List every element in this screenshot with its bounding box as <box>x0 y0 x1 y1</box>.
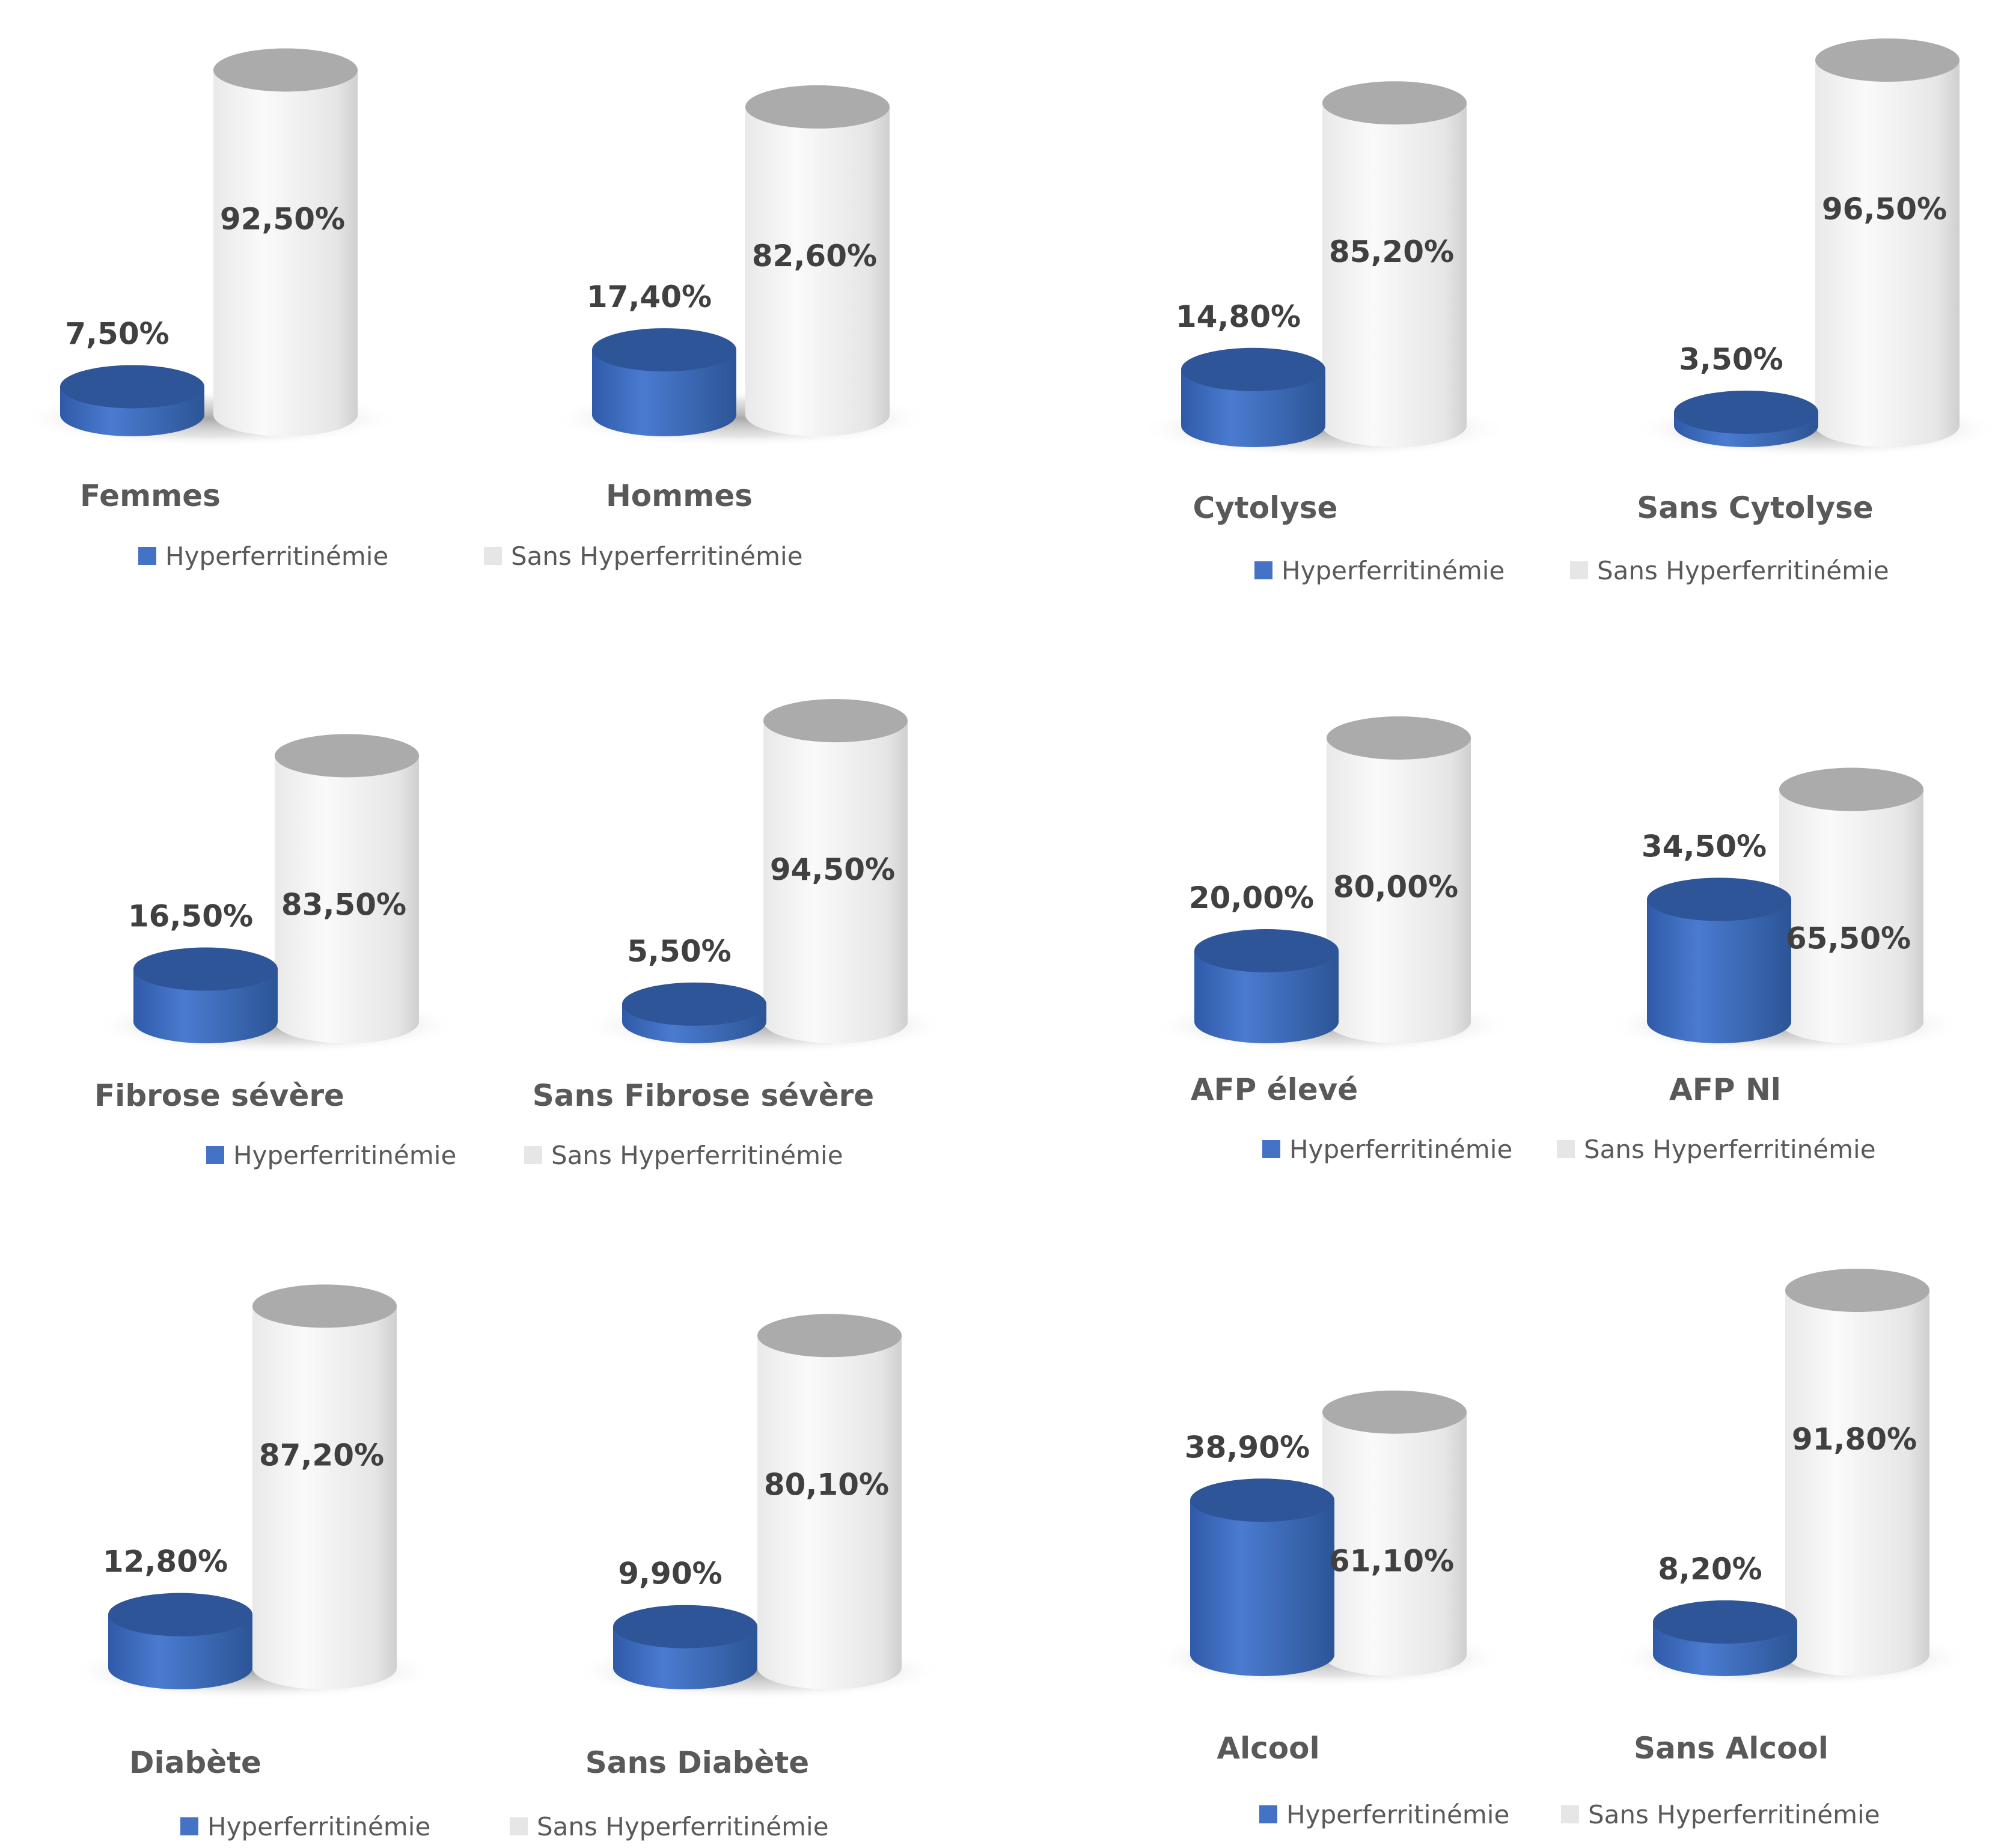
value-label-sans-hyperferritinemie: 82,60% <box>752 239 877 273</box>
category-label: AFP élevé <box>1191 1072 1358 1107</box>
legend: Hyperferritinémie Sans Hyperferritinémie <box>1254 556 1889 585</box>
legend-swatch-sans-hyperferritinemie <box>524 1146 542 1164</box>
bar-sans-hyperferritinemie <box>757 1314 902 1689</box>
category-label: Sans Diabète <box>585 1745 809 1780</box>
category-label: Sans Fibrose sévère <box>533 1078 874 1113</box>
chart-panel-3: 16,50% 83,50% Fibrose sévère 5,50% 94,50% San… <box>91 699 950 1170</box>
value-label-sans-hyperferritinemie: 96,50% <box>1822 192 1947 227</box>
bar-hyperferritinemie <box>133 947 278 1043</box>
legend-label-hyperferritinemie: Hyperferritinémie <box>165 541 388 571</box>
bar-hyperferritinemie <box>1190 1478 1334 1676</box>
legend-label-sans-hyperferritinemie: Sans Hyperferritinémie <box>551 1141 843 1170</box>
legend: Hyperferritinémie Sans Hyperferritinémie <box>180 1812 829 1841</box>
legend-swatch-sans-hyperferritinemie <box>1570 561 1588 579</box>
legend-label-sans-hyperferritinemie: Sans Hyperferritinémie <box>1584 1135 1876 1164</box>
legend-label-hyperferritinemie: Hyperferritinémie <box>1286 1800 1509 1829</box>
legend-label-sans-hyperferritinemie: Sans Hyperferritinémie <box>1597 556 1889 585</box>
bar-sans-hyperferritinemie <box>1327 716 1471 1043</box>
category-label: Cytolyse <box>1193 490 1338 525</box>
value-label-hyperferritinemie: 12,80% <box>103 1545 228 1579</box>
legend-swatch-sans-hyperferritinemie <box>510 1817 528 1835</box>
bar-sans-hyperferritinemie <box>1322 81 1467 448</box>
legend-swatch-sans-hyperferritinemie <box>1561 1805 1579 1823</box>
legend: Hyperferritinémie Sans Hyperferritinémie <box>1262 1135 1876 1164</box>
value-label-sans-hyperferritinemie: 80,00% <box>1333 870 1458 904</box>
bar-hyperferritinemie <box>1653 1600 1797 1676</box>
legend-label-sans-hyperferritinemie: Sans Hyperferritinémie <box>1588 1800 1880 1829</box>
bar-hyperferritinemie <box>108 1593 252 1689</box>
value-label-hyperferritinemie: 38,90% <box>1185 1430 1310 1465</box>
value-label-sans-hyperferritinemie: 65,50% <box>1786 921 1911 956</box>
bar-sans-hyperferritinemie <box>745 85 890 436</box>
bar-hyperferritinemie <box>1647 877 1791 1043</box>
bar-sans-hyperferritinemie <box>763 699 908 1043</box>
bar-hyperferritinemie <box>622 982 766 1043</box>
value-label-hyperferritinemie: 17,40% <box>587 279 712 314</box>
legend-label-hyperferritinemie: Hyperferritinémie <box>1282 556 1505 585</box>
value-label-hyperferritinemie: 16,50% <box>128 899 253 934</box>
category-label: Femmes <box>80 478 221 513</box>
legend: Hyperferritinémie Sans Hyperferritinémie <box>206 1141 843 1170</box>
bar-sans-hyperferritinemie <box>213 48 358 436</box>
value-label-sans-hyperferritinemie: 83,50% <box>281 887 406 922</box>
bar-hyperferritinemie <box>1181 347 1325 447</box>
category-label: Fibrose sévère <box>94 1078 344 1113</box>
value-label-hyperferritinemie: 9,90% <box>618 1557 722 1591</box>
bar-sans-hyperferritinemie <box>1779 767 1923 1043</box>
category-label: Sans Alcool <box>1634 1731 1828 1766</box>
value-label-hyperferritinemie: 14,80% <box>1176 299 1301 334</box>
value-label-sans-hyperferritinemie: 61,10% <box>1329 1544 1454 1579</box>
bar-hyperferritinemie <box>1194 929 1339 1043</box>
value-label-sans-hyperferritinemie: 92,50% <box>220 202 345 237</box>
category-label: Hommes <box>606 478 753 513</box>
bar-sans-hyperferritinemie <box>252 1284 397 1689</box>
value-label-hyperferritinemie: 7,50% <box>65 317 169 352</box>
value-label-sans-hyperferritinemie: 80,10% <box>764 1467 889 1502</box>
value-label-hyperferritinemie: 3,50% <box>1679 342 1783 377</box>
value-label-sans-hyperferritinemie: 87,20% <box>259 1438 384 1472</box>
legend-swatch-hyperferritinemie <box>138 547 156 565</box>
legend-swatch-hyperferritinemie <box>206 1146 224 1164</box>
legend-label-hyperferritinemie: Hyperferritinémie <box>207 1812 430 1841</box>
legend: Hyperferritinémie Sans Hyperferritinémie <box>1259 1800 1880 1829</box>
legend-swatch-sans-hyperferritinemie <box>484 547 502 565</box>
value-label-hyperferritinemie: 8,20% <box>1658 1552 1762 1587</box>
category-label: AFP Nl <box>1669 1072 1781 1107</box>
legend-label-hyperferritinemie: Hyperferritinémie <box>233 1141 456 1170</box>
bar-sans-hyperferritinemie <box>1815 38 1960 448</box>
bar-hyperferritinemie <box>613 1605 757 1689</box>
legend-swatch-sans-hyperferritinemie <box>1557 1140 1575 1158</box>
value-label-hyperferritinemie: 5,50% <box>627 934 731 969</box>
value-label-sans-hyperferritinemie: 94,50% <box>770 852 895 887</box>
bar-hyperferritinemie <box>592 328 736 436</box>
legend-swatch-hyperferritinemie <box>1259 1805 1277 1823</box>
value-label-sans-hyperferritinemie: 85,20% <box>1329 234 1454 269</box>
bar-sans-hyperferritinemie <box>1322 1390 1467 1676</box>
bar-sans-hyperferritinemie <box>1785 1269 1929 1676</box>
legend-swatch-hyperferritinemie <box>1254 561 1272 579</box>
value-label-hyperferritinemie: 20,00% <box>1189 880 1314 915</box>
value-label-sans-hyperferritinemie: 91,80% <box>1792 1422 1917 1457</box>
legend: Hyperferritinémie Sans Hyperferritinémie <box>138 541 803 571</box>
chart-panel-1: 7,50% 92,50% Femmes 17,40% 82,60% Hommes Hyper… <box>18 48 932 571</box>
legend-swatch-hyperferritinemie <box>1262 1140 1280 1158</box>
chart-panel-6: 38,90% 61,10% Alcool 8,20% 91,80% Sans Alcool… <box>1148 1269 1972 1829</box>
legend-swatch-hyperferritinemie <box>180 1817 198 1835</box>
category-label: Alcool <box>1217 1731 1319 1766</box>
legend-label-sans-hyperferritinemie: Sans Hyperferritinémie <box>511 541 803 571</box>
chart-panel-2: 14,80% 85,20% Cytolyse 3,50% 96,50% Sans Cyto… <box>1139 38 2001 585</box>
chart-panel-5: 12,80% 87,20% Diabète 9,90% 80,10% Sans Diabè… <box>66 1284 944 1841</box>
chart-panel-4: 20,00% 80,00% AFP élevé 34,50% 65,50% AFP Nl H… <box>1152 716 1966 1164</box>
legend-label-sans-hyperferritinemie: Sans Hyperferritinémie <box>537 1812 829 1841</box>
legend-label-hyperferritinemie: Hyperferritinémie <box>1289 1135 1512 1164</box>
bar-hyperferritinemie <box>1674 390 1818 447</box>
category-label: Diabète <box>129 1745 261 1780</box>
bar-sans-hyperferritinemie <box>275 734 419 1043</box>
category-label: Sans Cytolyse <box>1637 490 1873 525</box>
value-label-hyperferritinemie: 34,50% <box>1642 829 1767 864</box>
bar-hyperferritinemie <box>60 365 204 436</box>
